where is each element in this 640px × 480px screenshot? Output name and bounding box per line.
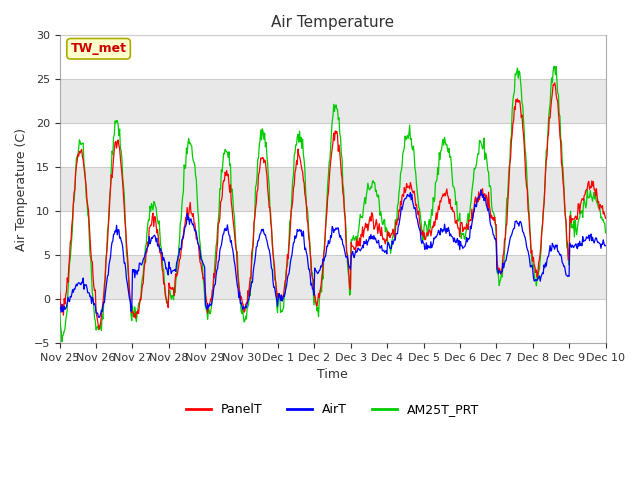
Legend: PanelT, AirT, AM25T_PRT: PanelT, AirT, AM25T_PRT — [180, 398, 484, 421]
Bar — [60, 79, 605, 123]
Bar — [60, 167, 605, 211]
Bar — [60, 36, 605, 79]
Bar — [60, 255, 605, 299]
Text: TW_met: TW_met — [70, 42, 127, 55]
X-axis label: Time: Time — [317, 368, 348, 381]
Y-axis label: Air Temperature (C): Air Temperature (C) — [15, 128, 28, 251]
Bar — [60, 123, 605, 167]
Title: Air Temperature: Air Temperature — [271, 15, 394, 30]
Bar — [60, 299, 605, 343]
Bar — [60, 211, 605, 255]
